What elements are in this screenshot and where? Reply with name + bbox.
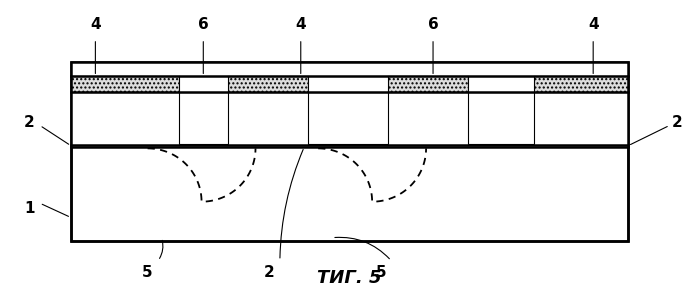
- Bar: [534, 76, 628, 92]
- Text: 4: 4: [90, 17, 101, 32]
- Text: 5: 5: [375, 265, 386, 280]
- Bar: [71, 62, 628, 241]
- Text: 5: 5: [143, 265, 153, 280]
- Text: 4: 4: [296, 17, 306, 32]
- Bar: [179, 76, 228, 92]
- Text: 2: 2: [24, 115, 35, 130]
- Text: 4: 4: [588, 17, 598, 32]
- Bar: [308, 76, 388, 92]
- Text: 1: 1: [24, 201, 34, 217]
- Text: ΤИГ. 5: ΤИГ. 5: [317, 269, 382, 287]
- Bar: [228, 76, 308, 92]
- Bar: [468, 92, 534, 144]
- Text: 6: 6: [428, 17, 438, 32]
- Bar: [388, 76, 468, 92]
- Bar: [308, 92, 388, 144]
- Bar: [71, 76, 179, 92]
- Text: 2: 2: [264, 265, 275, 280]
- Text: 6: 6: [198, 17, 209, 32]
- Text: 2: 2: [671, 115, 682, 130]
- Bar: [179, 92, 228, 144]
- Bar: [71, 62, 628, 241]
- Bar: [71, 62, 628, 147]
- Bar: [468, 76, 534, 92]
